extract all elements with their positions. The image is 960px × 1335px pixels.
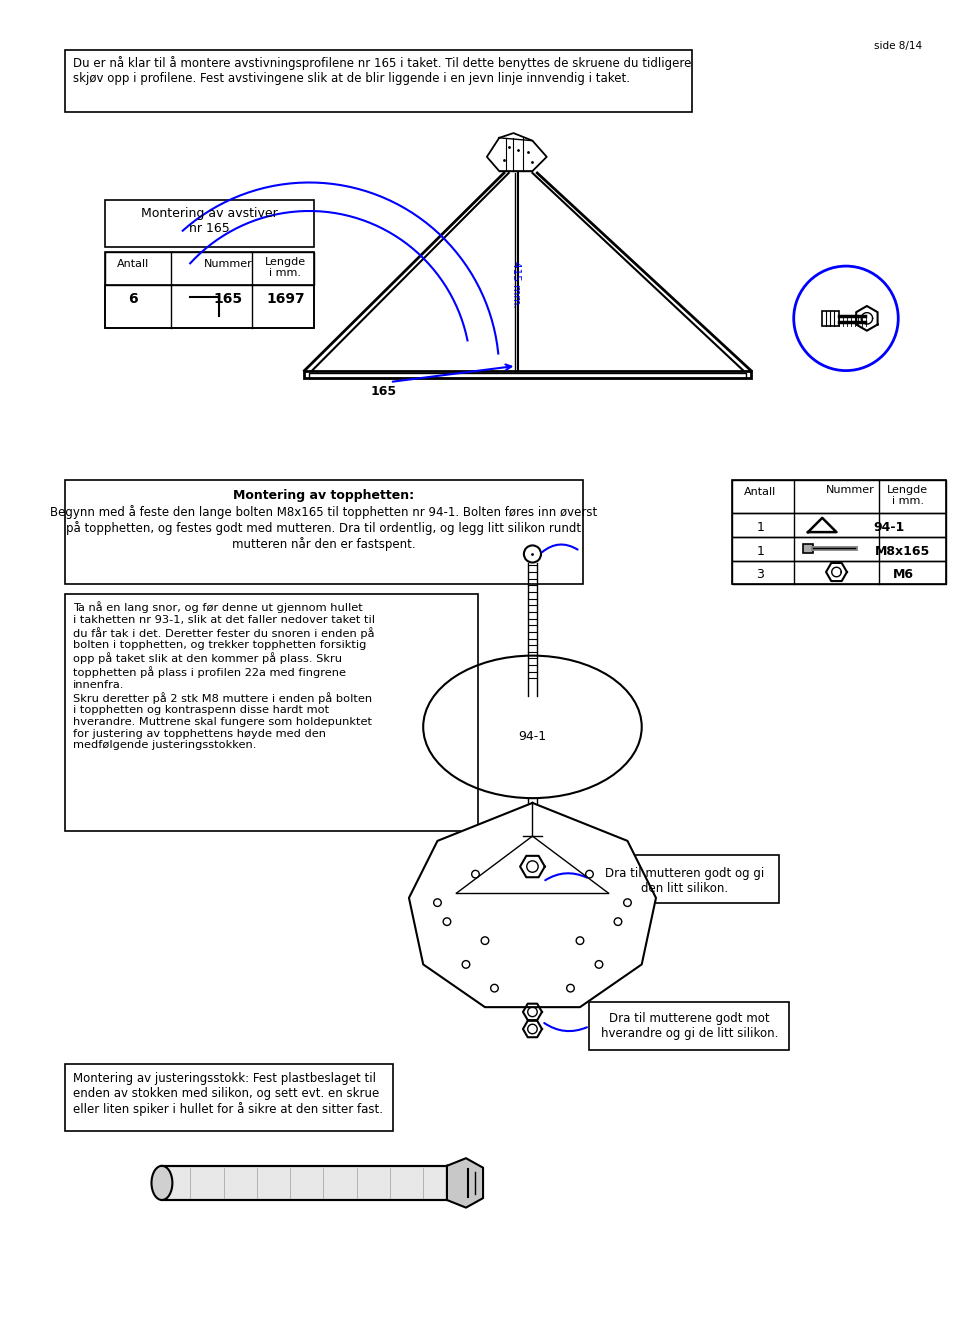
Text: side 8/14: side 8/14 <box>875 41 923 51</box>
Bar <box>732 479 946 585</box>
Text: Lengde: Lengde <box>265 256 306 267</box>
Bar <box>105 252 314 286</box>
Text: Dra til mutterene godt mot
hverandre og gi de litt silikon.: Dra til mutterene godt mot hverandre og … <box>601 1012 778 1040</box>
Text: Ta nå en lang snor, og før denne ut gjennom hullet
i takhetten nr 93-1, slik at : Ta nå en lang snor, og før denne ut gjen… <box>73 602 374 750</box>
Ellipse shape <box>152 1165 173 1200</box>
Text: Nummer: Nummer <box>204 259 252 270</box>
Bar <box>589 1003 789 1049</box>
Text: M6: M6 <box>893 569 914 581</box>
Polygon shape <box>409 802 656 1007</box>
Polygon shape <box>447 1159 483 1208</box>
Bar <box>65 1064 393 1131</box>
Text: 1697: 1697 <box>266 292 304 306</box>
Bar <box>804 545 813 553</box>
Text: Begynn med å feste den lange bolten M8x165 til topphetten nr 94-1. Bolten føres : Begynn med å feste den lange bolten M8x1… <box>50 505 597 551</box>
Text: 94-1: 94-1 <box>873 521 904 534</box>
Polygon shape <box>520 856 545 877</box>
Text: Lengde: Lengde <box>887 485 928 494</box>
Text: Nummer: Nummer <box>827 485 876 494</box>
Text: Montering av topphetten:: Montering av topphetten: <box>233 490 414 502</box>
Text: 165: 165 <box>214 292 243 306</box>
Bar <box>732 479 946 513</box>
Bar <box>732 513 946 537</box>
Text: Montering av justeringsstokk: Fest plastbeslaget til
enden av stokken med siliko: Montering av justeringsstokk: Fest plast… <box>73 1072 383 1116</box>
Text: i mm.: i mm. <box>270 268 301 278</box>
Text: Antall: Antall <box>744 487 777 498</box>
Bar <box>309 374 746 378</box>
Text: M8x165: M8x165 <box>876 545 930 558</box>
Text: Montering av avstiver: Montering av avstiver <box>141 207 277 220</box>
Text: 415 mm.: 415 mm. <box>511 262 521 308</box>
Text: 3: 3 <box>756 569 764 581</box>
Text: Antall: Antall <box>117 259 150 270</box>
Bar <box>162 1165 447 1200</box>
Bar <box>822 311 839 326</box>
Text: nr 165: nr 165 <box>189 223 229 235</box>
Bar <box>732 537 946 561</box>
Bar <box>105 252 314 328</box>
Bar <box>65 479 583 585</box>
Text: i mm.: i mm. <box>892 497 924 506</box>
Text: 1: 1 <box>756 521 764 534</box>
Text: Dra til mutteren godt og gi
den litt silikon.: Dra til mutteren godt og gi den litt sil… <box>605 866 764 894</box>
Bar <box>589 856 780 902</box>
Text: 94-1: 94-1 <box>518 730 546 742</box>
Bar <box>732 561 946 585</box>
Bar <box>105 286 314 328</box>
Text: 1: 1 <box>756 545 764 558</box>
Bar <box>65 51 692 112</box>
Text: 165: 165 <box>371 384 397 398</box>
Bar <box>65 594 478 832</box>
Bar <box>105 200 314 247</box>
Bar <box>304 371 751 378</box>
Text: 6: 6 <box>129 292 138 306</box>
Text: Du er nå klar til å montere avstivningsprofilene nr 165 i taket. Til dette benyt: Du er nå klar til å montere avstivningsp… <box>73 56 691 85</box>
